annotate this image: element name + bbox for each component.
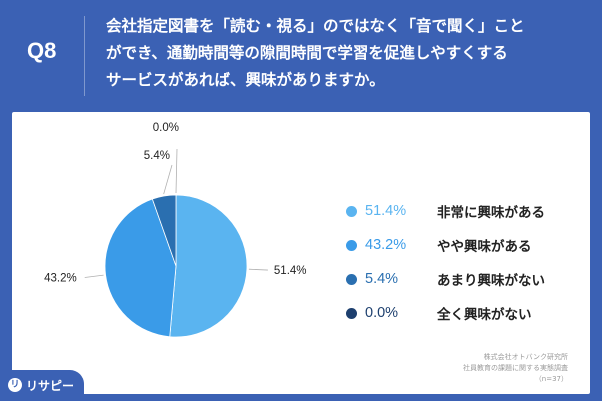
legend-item: 5.4% あまり興味がない xyxy=(346,262,545,296)
question-line: 会社指定図書を「読む・視る」のではなく「音で聞く」こと xyxy=(106,17,525,35)
question-text: 会社指定図書を「読む・視る」のではなく「音で聞く」こと ができ、通勤時間等の隙間… xyxy=(106,13,596,94)
legend-percent: 0.0% xyxy=(365,305,399,321)
source-line: 社員教育の課題に関する実態調査 xyxy=(463,364,568,372)
legend-item: 0.0% 全く興味がない xyxy=(346,296,545,330)
legend-percent: 43.2% xyxy=(365,237,407,253)
header-divider xyxy=(84,16,85,96)
legend-label: 全く興味がない xyxy=(437,307,532,323)
source-note: 株式会社オトバンク研究所 社員教育の課題に関する実態調査 （n=37） xyxy=(463,352,568,385)
legend-label: あまり興味がない xyxy=(437,273,545,289)
question-header: Q8 会社指定図書を「読む・視る」のではなく「音で聞く」こと ができ、通勤時間等… xyxy=(0,0,602,112)
question-line: サービスがあれば、興味がありますか。 xyxy=(106,71,385,89)
legend-label: やや興味がある xyxy=(437,239,532,255)
slice-value-label: 43.2% xyxy=(44,273,77,285)
brand-logo: リ リサピー xyxy=(0,370,84,401)
legend-dot xyxy=(346,307,357,319)
legend-item: 51.4% 非常に興味がある xyxy=(346,194,545,228)
legend-item: 43.2% やや興味がある xyxy=(346,228,545,262)
legend-dot xyxy=(346,239,357,251)
pie-chart: 51.4% 43.2% 5.4% 0.0% xyxy=(44,122,307,338)
slice-value-label: 51.4% xyxy=(274,265,307,277)
legend-percent: 51.4% xyxy=(365,203,407,219)
pie-slice xyxy=(169,194,248,338)
legend-label: 非常に興味がある xyxy=(437,205,545,221)
slice-value-label: 5.4% xyxy=(144,150,170,162)
leader-line xyxy=(175,148,178,194)
legend-dot xyxy=(346,273,357,285)
leader-line xyxy=(84,274,104,278)
chart-legend: 51.4% 非常に興味がある 43.2% やや興味がある 5.4% あまり興味が… xyxy=(346,194,545,330)
slice-value-label: 0.0% xyxy=(153,122,179,134)
pie-slice xyxy=(104,198,177,338)
source-line: （n=37） xyxy=(534,375,568,383)
source-line: 株式会社オトバンク研究所 xyxy=(483,353,568,361)
brand-mark-icon: リ xyxy=(8,378,22,392)
leader-line xyxy=(248,268,268,271)
leader-line xyxy=(163,164,173,195)
question-line: ができ、通勤時間等の隙間時間で学習を促進しやすくする xyxy=(106,44,508,62)
legend-percent: 5.4% xyxy=(365,271,399,287)
brand-name: リサピー xyxy=(26,379,75,393)
question-number: Q8 xyxy=(27,38,57,63)
chart-card: 51.4% 43.2% 5.4% 0.0% 51.4% 非常に興味がある 43.2% … xyxy=(12,112,590,394)
pie-slice xyxy=(151,194,177,267)
legend-dot xyxy=(346,205,357,217)
